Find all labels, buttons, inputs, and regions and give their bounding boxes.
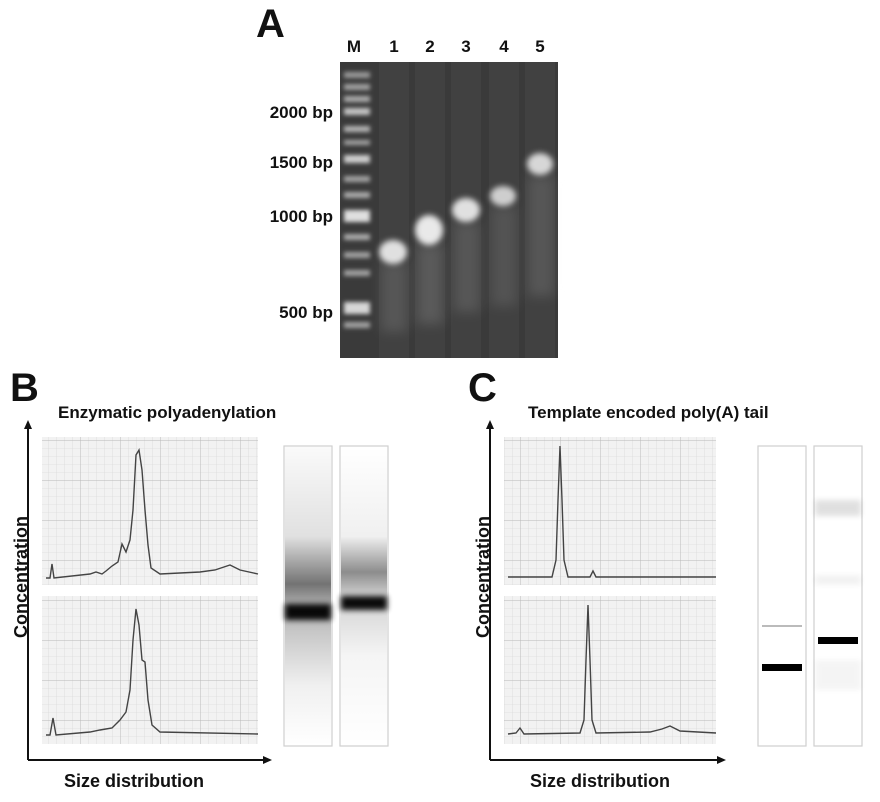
panel-c-title: Template encoded poly(A) tail xyxy=(528,403,769,422)
marker-label-2000: 2000 bp xyxy=(269,103,333,122)
panel-c-trace-top xyxy=(504,437,716,585)
lane-label-4: 4 xyxy=(499,37,509,56)
panel-b-title: Enzymatic polyadenylation xyxy=(58,403,277,422)
panel-c-trace-bottom xyxy=(504,596,717,744)
band-lane-4 xyxy=(490,186,516,206)
panel-c-lane-2 xyxy=(813,445,863,747)
panel-c-ylabel: Concentration xyxy=(473,516,493,639)
lane-label-5: 5 xyxy=(535,37,545,56)
lane-label-2: 2 xyxy=(425,37,435,56)
panel-b-trace-top xyxy=(42,437,259,585)
panel-b-virtual-gel xyxy=(283,445,389,747)
panel-b-ylabel: Concentration xyxy=(11,516,31,639)
gel-background xyxy=(340,62,558,358)
panel-b-graphics xyxy=(24,420,389,764)
band-lane-3 xyxy=(452,198,480,222)
panel-b-xlabel: Size distribution xyxy=(64,771,205,791)
panel-c-letter: C xyxy=(468,366,497,410)
sample-bands xyxy=(379,153,554,332)
panel-c-virtual-gel xyxy=(757,445,863,747)
band-lane-5 xyxy=(527,153,553,175)
panel-c-lane-1 xyxy=(757,445,807,747)
marker-label-1000: 1000 bp xyxy=(269,207,333,226)
panel-b-letter: B xyxy=(10,366,39,410)
lane-label-1: 1 xyxy=(389,37,399,56)
lane-label-3: 3 xyxy=(461,37,471,56)
panel-a-letter: A xyxy=(256,2,285,46)
gel-image xyxy=(340,62,558,358)
panel-b-trace-bottom xyxy=(42,596,259,744)
marker-label-1500: 1500 bp xyxy=(269,153,333,172)
panel-c-xlabel: Size distribution xyxy=(530,771,671,791)
band-lane-1 xyxy=(379,240,407,264)
panel-c-graphics xyxy=(486,420,863,764)
band-lane-2 xyxy=(415,215,443,245)
marker-ladder xyxy=(344,72,370,328)
marker-label-500: 500 bp xyxy=(279,303,333,322)
lane-label-marker: M xyxy=(346,37,362,56)
